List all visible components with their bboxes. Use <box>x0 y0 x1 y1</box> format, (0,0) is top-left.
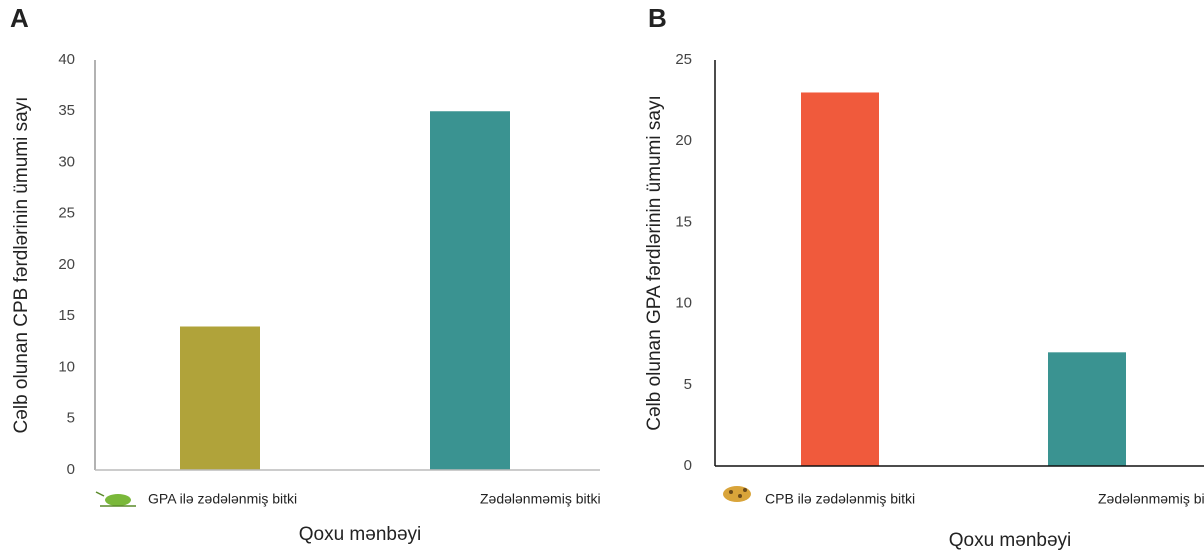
y-tick-label: 15 <box>675 213 692 230</box>
beetle-icon <box>723 486 751 502</box>
y-axis-label: Cəlb olunan GPA fərdlərinin ümumi sayı <box>644 95 665 430</box>
panel-label: B <box>648 3 667 33</box>
page: A 0 5 10 15 20 25 30 35 40 GPA ilə zədələnmiş bitk… <box>0 0 1204 556</box>
y-tick-label: 10 <box>675 295 692 312</box>
panel-label: A <box>10 3 29 33</box>
y-tick-label: 30 <box>58 153 75 170</box>
x-tick-label: Zədələnməmiş bitki <box>1098 491 1204 507</box>
y-tick-label: 0 <box>67 461 75 478</box>
x-tick-label: CPB ilə zədələnmiş bitki <box>765 491 915 507</box>
bar <box>1048 352 1126 466</box>
y-tick-label: 0 <box>684 457 692 474</box>
aphid-icon <box>96 492 136 506</box>
y-tick-label: 20 <box>675 132 692 149</box>
y-tick-label: 40 <box>58 51 75 68</box>
y-axis-label: Cəlb olunan CPB fərdlərinin ümumi sayı <box>11 97 32 434</box>
bar <box>430 111 510 470</box>
bar <box>801 92 879 466</box>
y-tick-label: 15 <box>58 307 75 324</box>
y-tick-label: 25 <box>675 51 692 68</box>
y-tick-label: 5 <box>67 410 75 427</box>
y-tick-label: 10 <box>58 358 75 375</box>
x-tick-label: GPA ilə zədələnmiş bitki <box>148 491 297 507</box>
y-tick-label: 35 <box>58 102 75 119</box>
y-tick-label: 20 <box>58 256 75 273</box>
y-tick-label: 25 <box>58 205 75 222</box>
figure: A 0 5 10 15 20 25 30 35 40 GPA ilə zədələnmiş bitk… <box>0 0 1204 556</box>
x-axis-label: Qoxu mənbəyi <box>949 530 1072 551</box>
x-axis-label: Qoxu mənbəyi <box>299 524 422 545</box>
x-tick-label: Zədələnməmiş bitki <box>480 491 601 507</box>
bar <box>180 327 260 471</box>
y-tick-label: 5 <box>684 376 692 393</box>
